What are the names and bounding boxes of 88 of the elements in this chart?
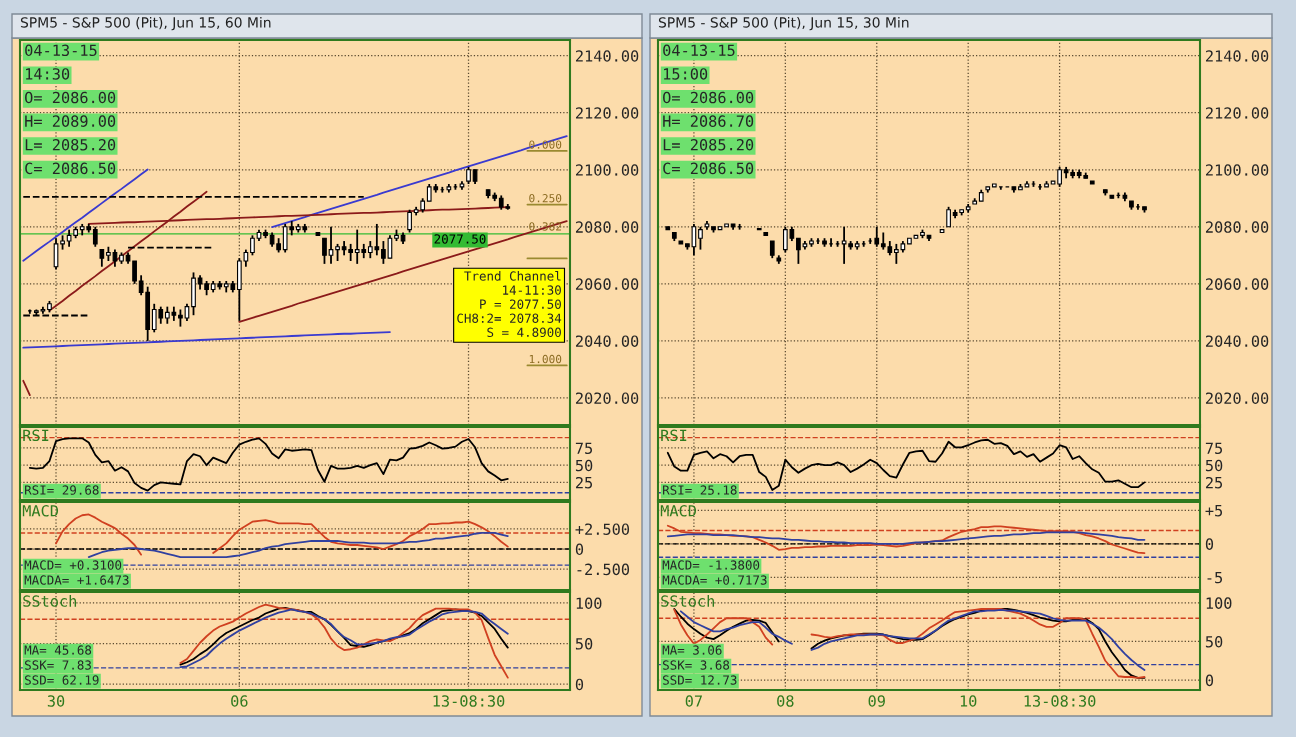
y-tick-label: 75 (575, 442, 593, 455)
y-tick-label: 100 (1206, 597, 1232, 609)
x-tick-label: 13-08:30 (433, 695, 505, 707)
y-tick-label: -2.500 (577, 563, 630, 576)
x-tick-label: 10 (960, 695, 977, 707)
candlestick (328, 225, 334, 265)
annotation: MACD= +0.3100 (24, 560, 122, 570)
chart-title: SPM5 - S&P 500 (Pit), Jun 15, 30 Min (658, 16, 909, 31)
annotation: 15:00 (664, 68, 708, 80)
annotation: Trend Channel 14-11:30 P = 2077.50 CH8:2= 2078.34 S = 4.8900 (457, 271, 562, 338)
chart-title: SStoch (23, 595, 77, 607)
annotation: MACDA= +1.6473 (24, 575, 129, 585)
x-tick-label: 09 (868, 695, 885, 707)
y-tick-label: 25 (1205, 476, 1223, 489)
x-tick-label: 13-08:30 (1024, 695, 1096, 707)
y-tick-label: 50 (575, 459, 593, 472)
candlestick (132, 260, 137, 285)
y-tick-label: 2040.00 (1205, 335, 1269, 347)
chart-title: MACD (660, 504, 697, 517)
y-tick-label: 2120.00 (575, 107, 639, 119)
y-tick-label: 25 (575, 476, 593, 489)
annotation: 0.250 (529, 193, 562, 203)
ref-line-label: 2077.50 (434, 234, 486, 244)
y-tick-label: 2100.00 (575, 164, 639, 176)
x-tick-label: 08 (777, 695, 794, 707)
line-series (87, 532, 509, 558)
x-tick-label: 30 (47, 695, 65, 707)
candlestick (946, 205, 951, 228)
y-tick-label: 0 (1205, 538, 1214, 550)
y-tick-label: +2.500 (575, 523, 630, 535)
annotation: 1.000 (529, 354, 562, 364)
y-tick-label: -5 (1207, 571, 1223, 584)
y-tick-label: 2060.00 (575, 278, 639, 290)
y-tick-label: 2140.00 (1205, 50, 1269, 62)
y-tick-label: 0 (575, 543, 584, 556)
annotation: O= 2086.00 (663, 91, 754, 104)
y-tick-label: 2120.00 (1205, 107, 1269, 119)
annotation: RSI= 25.18 (663, 485, 737, 495)
y-tick-label: 75 (1205, 442, 1223, 455)
line-series (22, 331, 391, 349)
annotation: H= 2089.00 (25, 115, 116, 127)
y-tick-label: 2080.00 (575, 221, 639, 233)
candlestick (92, 225, 98, 248)
candlestick (828, 237, 834, 248)
annotation: SSD= 62.19 (25, 675, 99, 685)
annotation: SSK= 7.83 (25, 660, 91, 670)
chart-title: SPM5 - S&P 500 (Pit), Jun 15, 60 Min (20, 16, 271, 31)
y-tick-label: 2040.00 (575, 335, 639, 347)
y-tick-label: 2020.00 (575, 392, 639, 404)
candlestick (322, 237, 327, 265)
y-tick-label: 2080.00 (1205, 221, 1269, 233)
annotation: 04-13-15 (25, 44, 97, 57)
chart-title: SStoch (661, 595, 714, 607)
chart-title: MACD (22, 504, 59, 517)
candlestick (698, 225, 703, 251)
y-tick-label: 50 (575, 638, 593, 650)
y-tick-label: 0 (575, 678, 584, 691)
x-tick-label: 06 (231, 695, 248, 707)
candlestick (250, 234, 255, 257)
x-tick-label: 07 (685, 695, 702, 707)
y-tick-label: +5 (1205, 505, 1223, 517)
y-tick-label: 0 (1205, 674, 1214, 687)
y-tick-label: 2100.00 (1205, 164, 1269, 176)
annotation: C= 2086.50 (663, 162, 754, 175)
annotation: MA= 45.68 (24, 645, 92, 655)
annotation: H= 2086.70 (663, 115, 754, 127)
annotation: 04-13-15 (663, 44, 735, 57)
annotation: SSD= 12.73 (663, 675, 737, 685)
annotation: L= 2085.20 (663, 138, 754, 151)
y-tick-label: 100 (576, 597, 602, 610)
annotation: C= 2086.50 (25, 162, 116, 175)
y-tick-label: 2060.00 (1205, 278, 1269, 290)
candlestick (874, 225, 880, 248)
annotation: SSK= 3.68 (663, 660, 730, 670)
y-tick-label: 2020.00 (1205, 392, 1269, 404)
y-tick-label: 50 (1205, 459, 1223, 472)
annotation: MA= 3.06 (662, 645, 722, 655)
candlestick (407, 208, 412, 234)
y-tick-label: 50 (1205, 635, 1223, 648)
annotation: O= 2086.00 (25, 91, 116, 104)
annotation: L= 2085.20 (25, 138, 116, 151)
annotation: MACDA= +0.7173 (662, 575, 767, 585)
line-series (666, 531, 1146, 545)
annotation: 14:30 (26, 68, 70, 80)
annotation: MACD= -1.3800 (662, 560, 760, 570)
annotation: RSI= 29.68 (25, 485, 99, 495)
y-tick-label: 2140.00 (575, 50, 639, 62)
line-series (238, 220, 568, 323)
